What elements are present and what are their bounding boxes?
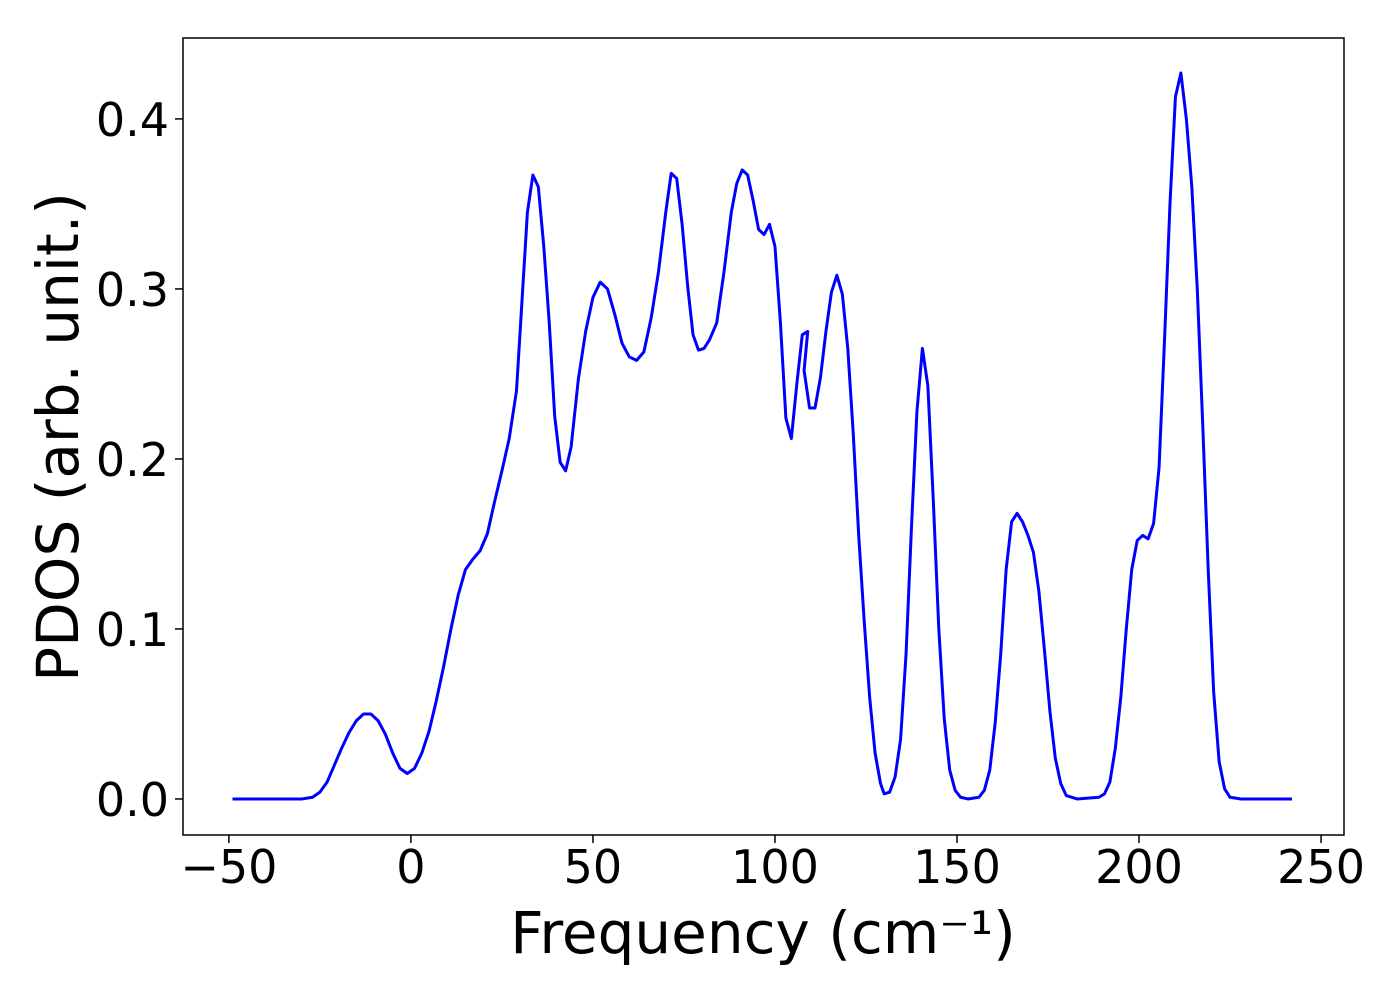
x-tick-label: 150 bbox=[913, 840, 1001, 894]
x-tick-label: 50 bbox=[564, 840, 623, 894]
x-tick-label: 250 bbox=[1277, 840, 1365, 894]
y-axis-label: PDOS (arb. unit.) bbox=[24, 192, 92, 682]
y-tick-label: 0.3 bbox=[96, 263, 169, 317]
y-tick-label: 0.4 bbox=[96, 93, 169, 147]
y-tick-label: 0.2 bbox=[96, 433, 169, 487]
data-line bbox=[232, 71, 1292, 801]
x-tick-label: −50 bbox=[180, 840, 277, 894]
x-tick-label: 0 bbox=[396, 840, 425, 894]
y-tick-label: 0.1 bbox=[96, 603, 169, 657]
x-tick-label: 200 bbox=[1095, 840, 1183, 894]
x-tick-label: 100 bbox=[731, 840, 819, 894]
x-axis-label: Frequency (cm⁻¹) bbox=[510, 899, 1016, 967]
plot-frame bbox=[182, 37, 1345, 836]
y-tick-label: 0.0 bbox=[96, 773, 169, 827]
